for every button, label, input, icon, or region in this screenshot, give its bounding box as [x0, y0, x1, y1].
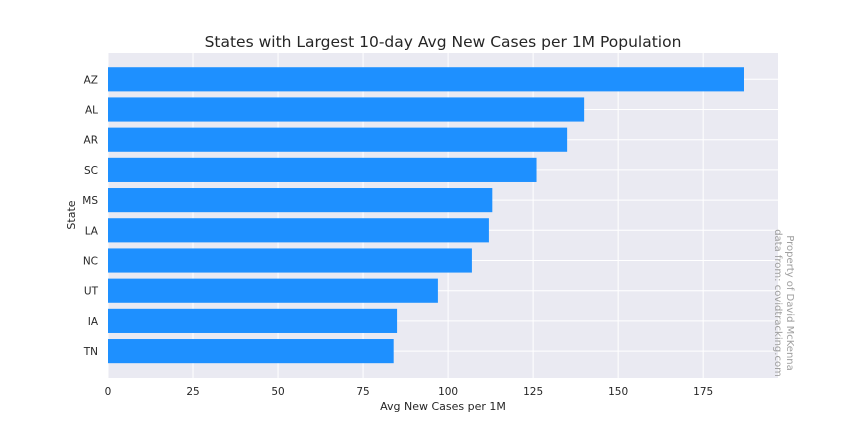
bar-nc — [108, 248, 472, 273]
chart-title: States with Largest 10-day Avg New Cases… — [205, 33, 682, 51]
y-tick-label: AL — [85, 105, 98, 117]
watermark-line-1: Property of David McKenna — [784, 235, 795, 371]
bars — [108, 67, 744, 364]
y-tick-label: TN — [83, 346, 98, 358]
x-tick-label: 125 — [523, 386, 543, 398]
bar-la — [108, 218, 489, 243]
y-tick-label: LA — [85, 225, 99, 237]
watermark-line-2: data from: covidtracking.com — [772, 229, 783, 377]
bar-tn — [108, 339, 394, 364]
bar-ut — [108, 278, 438, 303]
y-tick-label: AZ — [84, 74, 98, 86]
bar-ar — [108, 127, 568, 152]
y-axis-label: State — [65, 200, 78, 229]
x-tick-labels: 0 25 50 75 100 125 150 175 — [105, 386, 714, 398]
y-tick-labels: AZ AL AR SC MS LA NC UT IA TN — [82, 74, 99, 358]
x-tick-label: 100 — [438, 386, 458, 398]
y-tick-label: SC — [84, 165, 98, 177]
watermark: Property of David McKenna data from: cov… — [772, 229, 795, 377]
bar-az — [108, 67, 744, 92]
y-tick-label: MS — [82, 195, 98, 207]
x-tick-label: 150 — [608, 386, 628, 398]
bar-ia — [108, 308, 398, 333]
x-tick-label: 75 — [356, 386, 369, 398]
x-axis-label: Avg New Cases per 1M — [380, 400, 506, 413]
x-tick-label: 175 — [693, 386, 713, 398]
y-tick-label: UT — [84, 286, 99, 298]
bar-sc — [108, 157, 537, 182]
x-tick-label: 0 — [105, 386, 112, 398]
bar-al — [108, 97, 585, 122]
bar-ms — [108, 188, 493, 213]
y-tick-label: NC — [83, 256, 98, 268]
y-tick-label: IA — [88, 316, 99, 328]
y-tick-label: AR — [84, 135, 98, 147]
x-tick-label: 50 — [271, 386, 284, 398]
x-tick-label: 25 — [186, 386, 199, 398]
